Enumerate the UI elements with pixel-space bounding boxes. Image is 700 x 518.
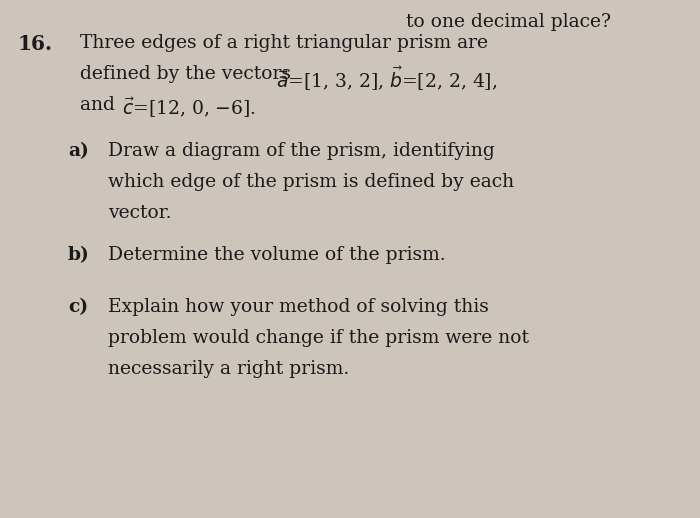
Text: 16.: 16. xyxy=(18,34,52,54)
Text: a): a) xyxy=(68,142,89,160)
Text: defined by the vectors: defined by the vectors xyxy=(80,65,298,83)
Text: $\vec{c}$=[12, 0, $-$6].: $\vec{c}$=[12, 0, $-$6]. xyxy=(122,96,256,120)
Text: which edge of the prism is defined by each: which edge of the prism is defined by ea… xyxy=(108,173,514,191)
Text: Three edges of a right triangular prism are: Three edges of a right triangular prism … xyxy=(80,34,489,52)
Text: vector.: vector. xyxy=(108,204,172,222)
Text: b): b) xyxy=(68,246,90,264)
Text: problem would change if the prism were not: problem would change if the prism were n… xyxy=(108,329,529,347)
Text: c): c) xyxy=(68,298,88,316)
Text: $\vec{a}$=[1, 3, 2], $\vec{b}$=[2, 2, 4],: $\vec{a}$=[1, 3, 2], $\vec{b}$=[2, 2, 4]… xyxy=(276,65,498,93)
Text: and: and xyxy=(80,96,121,114)
Text: Determine the volume of the prism.: Determine the volume of the prism. xyxy=(108,246,446,264)
Text: necessarily a right prism.: necessarily a right prism. xyxy=(108,360,350,378)
Text: Explain how your method of solving this: Explain how your method of solving this xyxy=(108,298,489,316)
Text: Draw a diagram of the prism, identifying: Draw a diagram of the prism, identifying xyxy=(108,142,496,160)
Text: to one decimal place?: to one decimal place? xyxy=(406,13,611,31)
